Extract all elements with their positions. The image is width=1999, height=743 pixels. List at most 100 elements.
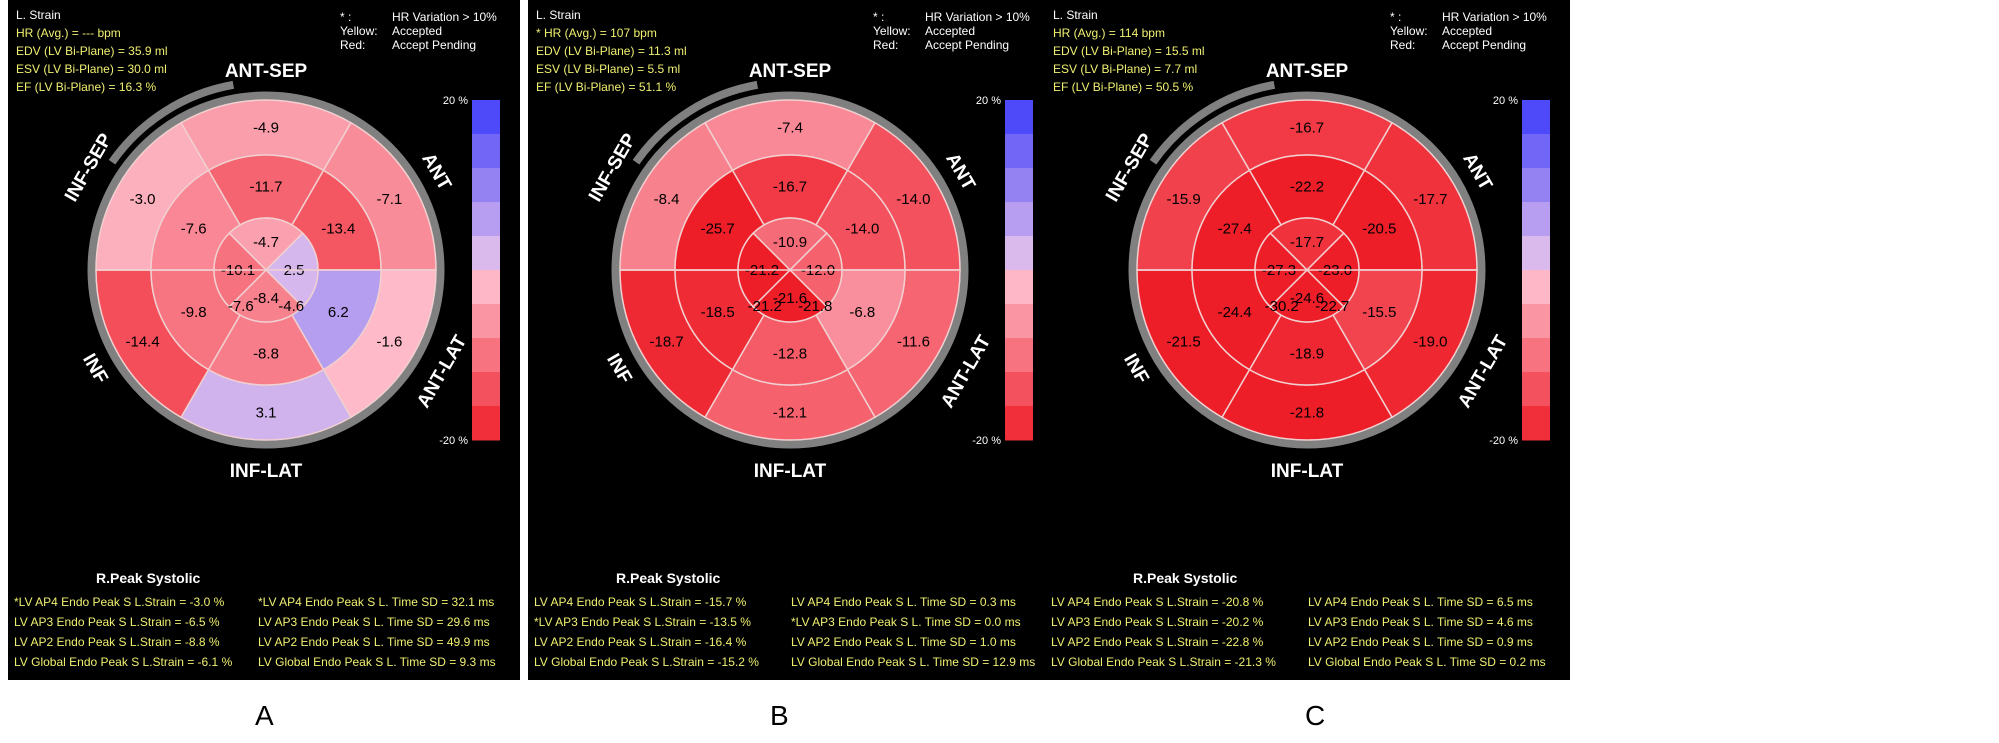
legend-key-row: Yellow: Accepted bbox=[1390, 24, 1492, 38]
mid-value-inf-lat: -12.8 bbox=[773, 346, 807, 363]
basal-value-inf: -21.5 bbox=[1166, 333, 1200, 350]
stat-line: *LV AP4 Endo Peak S L. Time SD = 32.1 ms bbox=[258, 595, 495, 609]
segment-label-inf: INF bbox=[602, 350, 635, 387]
legend-key-label: * : bbox=[340, 10, 352, 24]
legend-key-text: HR Variation > 10% bbox=[1442, 10, 1547, 24]
header-ef: EF (LV Bi-Plane) = 51.1 % bbox=[536, 80, 677, 94]
scale-bar-step bbox=[1522, 236, 1550, 271]
header-esv: ESV (LV Bi-Plane) = 5.5 ml bbox=[536, 62, 681, 76]
bullseye-svg: -7.4 -14.0 -11.6 -12.1 -18.7 -8.4 -16.7 -14.0 -6… bbox=[585, 61, 1033, 482]
apical-value-inf: -21.6 bbox=[773, 290, 807, 307]
stat-line: LV AP3 Endo Peak S L. Time SD = 4.6 ms bbox=[1308, 615, 1533, 629]
legend-key-text: Accept Pending bbox=[925, 38, 1010, 52]
header-edv: EDV (LV Bi-Plane) = 11.3 ml bbox=[536, 44, 687, 58]
scale-max-label: 20 % bbox=[1493, 95, 1518, 107]
legend-key-label: Yellow: bbox=[340, 24, 378, 38]
stat-line: *LV AP3 Endo Peak S L.Strain = -13.5 % bbox=[534, 615, 751, 629]
legend-key-row: Red: Accept Pending bbox=[873, 38, 1009, 52]
basal-value-ant-lat: -11.6 bbox=[897, 333, 930, 350]
rpeak-title: R.Peak Systolic bbox=[1133, 570, 1238, 586]
mid-value-inf: -24.4 bbox=[1218, 304, 1252, 321]
stat-line: LV AP3 Endo Peak S L.Strain = -6.5 % bbox=[14, 615, 220, 629]
outer-ring bbox=[611, 91, 969, 449]
legend-key-label: Red: bbox=[340, 38, 366, 52]
scale-bar-step bbox=[472, 236, 500, 271]
scale-bar-step bbox=[1522, 338, 1550, 373]
basal-value-ant: -14.0 bbox=[896, 191, 930, 208]
scale-max-label: 20 % bbox=[976, 95, 1001, 107]
scale-bar-step bbox=[1522, 100, 1550, 135]
scale-bar-step bbox=[1522, 372, 1550, 407]
header-title: L. Strain bbox=[16, 8, 61, 22]
mid-value-ant: -20.5 bbox=[1362, 220, 1396, 237]
stats-left: LV AP4 Endo Peak S L.Strain = -20.8 % LV … bbox=[1051, 592, 1276, 672]
stat-line: LV AP2 Endo Peak S L.Strain = -8.8 % bbox=[14, 635, 220, 649]
legend-key-text: HR Variation > 10% bbox=[392, 10, 497, 24]
apical-value-ant: -4.7 bbox=[253, 234, 279, 251]
bullseye-panel-c: L. Strain HR (Avg.) = 114 bpm EDV (LV Bi-P… bbox=[1045, 0, 1570, 680]
stats-right: *LV AP4 Endo Peak S L. Time SD = 32.1 ms… bbox=[258, 592, 496, 672]
scale-bar-step bbox=[1005, 100, 1033, 135]
septal-arc bbox=[1149, 80, 1276, 165]
scale-bar-step bbox=[1005, 134, 1033, 169]
mid-value-inf-sep: -27.4 bbox=[1218, 220, 1252, 237]
scale-bar-step bbox=[1005, 168, 1033, 203]
header-esv: ESV (LV Bi-Plane) = 7.7 ml bbox=[1053, 62, 1198, 76]
legend-key-label: * : bbox=[873, 10, 885, 24]
bullseye-svg: -4.9 -7.1 -1.6 3.1 -14.4 -3.0 -11.7 -13.4 6.2 -8.… bbox=[61, 61, 500, 482]
basal-value-inf-sep: -8.4 bbox=[654, 191, 680, 208]
legend-key-label: Yellow: bbox=[873, 24, 911, 38]
scale-bar-step bbox=[472, 338, 500, 373]
scale-bar-step bbox=[472, 406, 500, 441]
mid-value-inf-lat: -18.9 bbox=[1290, 346, 1324, 363]
legend-key-label: Red: bbox=[873, 38, 899, 52]
outer-ring bbox=[87, 91, 445, 449]
legend-key-label: Red: bbox=[1390, 38, 1416, 52]
mid-value-ant-lat: 6.2 bbox=[328, 304, 349, 321]
scale-bar-step bbox=[1005, 236, 1033, 271]
basal-value-inf-sep: -3.0 bbox=[130, 191, 156, 208]
mid-value-inf-lat: -8.8 bbox=[253, 346, 279, 363]
legend-key-label: Yellow: bbox=[1390, 24, 1428, 38]
apical-extra-value: -22.7 bbox=[1315, 298, 1349, 315]
legend-key-text: Accepted bbox=[925, 24, 976, 38]
segment-label-ant-sep: ANT-SEP bbox=[225, 61, 308, 82]
stats-right: LV AP4 Endo Peak S L. Time SD = 6.5 ms LV… bbox=[1308, 592, 1546, 672]
header-ef: EF (LV Bi-Plane) = 16.3 % bbox=[16, 80, 157, 94]
panel-letter: B bbox=[770, 700, 789, 731]
apical-extra-value: -30.2 bbox=[1265, 298, 1299, 315]
legend-key-text: Accept Pending bbox=[392, 38, 477, 52]
apical-value-inf: -24.6 bbox=[1290, 290, 1324, 307]
apical-extra-value: -7.6 bbox=[228, 298, 254, 315]
stat-line: LV AP2 Endo Peak S L. Time SD = 1.0 ms bbox=[791, 635, 1016, 649]
basal-value-ant-sep: -16.7 bbox=[1290, 120, 1324, 137]
basal-value-inf-lat: 3.1 bbox=[256, 405, 277, 422]
scale-bar-step bbox=[1522, 168, 1550, 203]
legend-key-label: * : bbox=[1390, 10, 1402, 24]
scale-bar-step bbox=[1005, 304, 1033, 339]
septal-arc bbox=[632, 80, 759, 165]
bullseye-svg: -16.7 -17.7 -19.0 -21.8 -21.5 -15.9 -22.2 -20.5… bbox=[1102, 61, 1550, 482]
stats-left: *LV AP4 Endo Peak S L.Strain = -3.0 % LV … bbox=[14, 592, 232, 672]
segment-label-inf: INF bbox=[78, 350, 111, 387]
mid-value-ant-sep: -16.7 bbox=[773, 179, 807, 196]
stat-line: LV AP3 Endo Peak S L.Strain = -20.2 % bbox=[1051, 615, 1264, 629]
apical-segment-ant bbox=[228, 217, 304, 272]
apical-value-ant: -17.7 bbox=[1290, 234, 1324, 251]
stat-line: *LV AP4 Endo Peak S L.Strain = -3.0 % bbox=[14, 595, 225, 609]
legend-key-row: Red: Accept Pending bbox=[340, 38, 476, 52]
apical-extra-value: -4.6 bbox=[278, 298, 304, 315]
rpeak-title: R.Peak Systolic bbox=[96, 570, 201, 586]
header-edv: EDV (LV Bi-Plane) = 15.5 ml bbox=[1053, 44, 1205, 58]
legend-key-row: * : HR Variation > 10% bbox=[340, 10, 497, 24]
apical-segment-ant bbox=[752, 217, 828, 272]
basal-value-ant-sep: -4.9 bbox=[253, 120, 279, 137]
basal-value-ant-lat: -19.0 bbox=[1413, 333, 1447, 350]
legend-key-row: Red: Accept Pending bbox=[1390, 38, 1526, 52]
segment-label-inf-lat: INF-LAT bbox=[754, 461, 827, 482]
basal-value-ant-sep: -7.4 bbox=[777, 120, 803, 137]
scale-min-label: -20 % bbox=[439, 435, 468, 447]
legend-key-text: Accepted bbox=[1442, 24, 1493, 38]
legend-key-row: * : HR Variation > 10% bbox=[1390, 10, 1547, 24]
apical-extra-value: -21.8 bbox=[798, 298, 832, 315]
